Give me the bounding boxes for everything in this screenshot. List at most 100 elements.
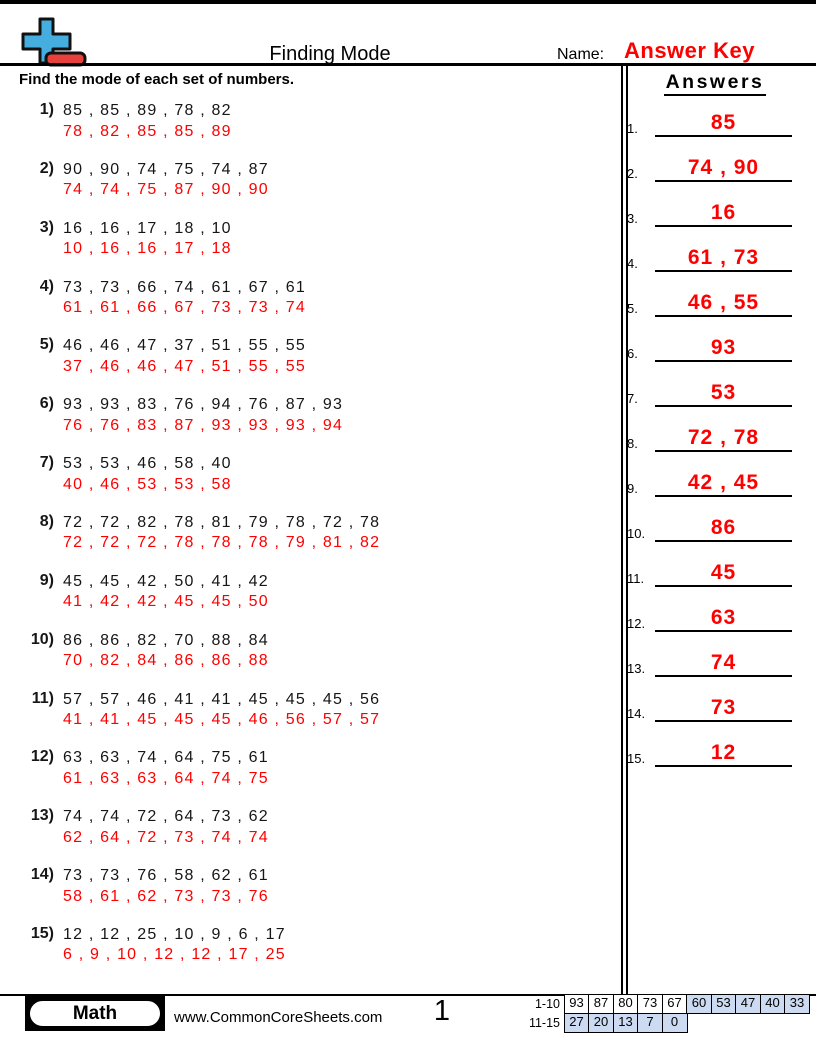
answer-number: 3. — [627, 211, 638, 226]
answer-row: 9. 42 , 45 — [627, 466, 792, 497]
problem-numbers: 12 , 12 , 25 , 10 , 9 , 6 , 17 — [63, 925, 286, 943]
score-cell: 33 — [784, 994, 810, 1014]
problem-lines: 57 , 57 , 46 , 41 , 41 , 45 , 45 , 45 , … — [63, 690, 380, 730]
answer-value: 86 — [655, 517, 792, 542]
score-row: 1-10 93 87 80 73 67 60 53 47 40 33 — [516, 994, 810, 1014]
score-cell: 93 — [563, 994, 590, 1014]
answer-value: 12 — [655, 742, 792, 767]
answer-row: 14. 73 — [627, 691, 792, 722]
problem-numbers-sorted: 41 , 41 , 45 , 45 , 45 , 46 , 56 , 57 , … — [63, 711, 381, 728]
score-cell: 53 — [710, 994, 737, 1014]
math-badge-label: Math — [28, 999, 162, 1028]
problem-numbers-sorted: 62 , 64 , 72 , 73 , 74 , 74 — [63, 828, 269, 846]
problem-numbers: 63 , 63 , 74 , 64 , 75 , 61 — [63, 749, 269, 767]
problem-numbers-sorted: 41 , 42 , 42 , 45 , 45 , 50 — [63, 593, 269, 611]
problem-row: 8) 72 , 72 , 82 , 78 , 81 , 79 , 78 , 72 … — [18, 513, 380, 553]
score-cell: 40 — [759, 994, 786, 1014]
answer-row: 10. 86 — [627, 511, 792, 542]
answer-row: 6. 93 — [627, 331, 792, 362]
problem-lines: 45 , 45 , 42 , 50 , 41 , 42 41 , 42 , 42 … — [63, 572, 269, 612]
problem-lines: 93 , 93 , 83 , 76 , 94 , 76 , 87 , 93 76 … — [63, 395, 343, 435]
problem-numbers-sorted: 74 , 74 , 75 , 87 , 90 , 90 — [63, 181, 269, 199]
problem-row: 10) 86 , 86 , 82 , 70 , 88 , 84 70 , 82 , … — [18, 631, 269, 671]
answer-number: 7. — [627, 391, 638, 406]
answer-value: 72 , 78 — [655, 427, 792, 452]
problem-numbers: 46 , 46 , 47 , 37 , 51 , 55 , 55 — [63, 337, 306, 355]
problem-number: 6) — [39, 395, 54, 413]
problem-number: 3) — [39, 218, 54, 236]
website-url: www.CommonCoreSheets.com — [174, 1009, 383, 1026]
problem-row: 5) 46 , 46 , 47 , 37 , 51 , 55 , 55 37 , 4… — [18, 336, 306, 376]
problem-numbers-sorted: 61 , 63 , 63 , 64 , 74 , 75 — [63, 769, 269, 787]
problem-row: 4) 73 , 73 , 66 , 74 , 61 , 67 , 61 61 , 6… — [18, 278, 306, 318]
score-row: 11-15 27 20 13 7 0 — [516, 1012, 810, 1033]
problem-numbers: 74 , 74 , 72 , 64 , 73 , 62 — [63, 808, 269, 826]
problem-lines: 74 , 74 , 72 , 64 , 73 , 62 62 , 64 , 72 … — [63, 807, 269, 847]
problem-lines: 16 , 16 , 17 , 18 , 10 10 , 16 , 16 , 17 … — [63, 219, 232, 259]
answer-key-text: Answer Key — [624, 38, 755, 63]
problem-row: 6) 93 , 93 , 83 , 76 , 94 , 76 , 87 , 93 7… — [18, 395, 343, 435]
problem-numbers: 90 , 90 , 74 , 75 , 74 , 87 — [63, 160, 269, 178]
problem-row: 9) 45 , 45 , 42 , 50 , 41 , 42 41 , 42 , 4… — [18, 572, 269, 612]
problem-numbers: 72 , 72 , 82 , 78 , 81 , 79 , 78 , 72 , … — [63, 513, 381, 531]
score-cell: 13 — [612, 1012, 639, 1033]
problem-lines: 86 , 86 , 82 , 70 , 88 , 84 70 , 82 , 84 … — [63, 631, 269, 671]
problem-numbers: 73 , 73 , 66 , 74 , 61 , 67 , 61 — [63, 278, 306, 296]
problem-row: 14) 73 , 73 , 76 , 58 , 62 , 61 58 , 61 , … — [18, 866, 269, 906]
answer-number: 10. — [627, 526, 646, 541]
problem-numbers-sorted: 6 , 9 , 10 , 12 , 12 , 17 , 25 — [63, 946, 286, 964]
answers-heading-text: Answers — [663, 71, 767, 96]
answer-value: 85 — [655, 112, 792, 137]
name-label: Name: — [557, 46, 605, 63]
answer-row: 13. 74 — [627, 646, 792, 677]
problem-number: 10) — [30, 630, 54, 648]
problem-numbers: 85 , 85 , 89 , 78 , 82 — [63, 102, 232, 119]
answer-row: 1. 85 — [627, 106, 792, 137]
score-range-label: 11-15 — [528, 1015, 560, 1030]
answer-number: 15. — [627, 751, 646, 766]
problem-numbers: 73 , 73 , 76 , 58 , 62 , 61 — [63, 867, 269, 885]
problem-numbers-sorted: 40 , 46 , 53 , 53 , 58 — [63, 475, 232, 493]
answer-value: 53 — [655, 382, 792, 407]
problem-numbers-sorted: 61 , 61 , 66 , 67 , 73 , 73 , 74 — [63, 299, 306, 317]
answers-heading: Answers — [640, 71, 790, 96]
score-cell: 80 — [612, 994, 639, 1014]
problem-number: 1) — [39, 101, 54, 118]
problem-row: 13) 74 , 74 , 72 , 64 , 73 , 62 62 , 64 , … — [18, 807, 269, 847]
answer-number: 2. — [627, 166, 638, 181]
answer-value: 73 — [655, 697, 792, 722]
answer-row: 3. 16 — [627, 196, 792, 227]
problem-numbers: 53 , 53 , 46 , 58 , 40 — [63, 455, 232, 473]
column-divider — [621, 66, 628, 994]
answer-row: 2. 74 , 90 — [627, 151, 792, 182]
problem-lines: 46 , 46 , 47 , 37 , 51 , 55 , 55 37 , 46 … — [63, 336, 306, 376]
problem-numbers: 16 , 16 , 17 , 18 , 10 — [63, 219, 232, 237]
problem-lines: 85 , 85 , 89 , 78 , 82 78 , 82 , 85 , 85 … — [63, 101, 232, 141]
problem-lines: 72 , 72 , 82 , 78 , 81 , 79 , 78 , 72 , … — [63, 513, 380, 553]
problem-numbers: 86 , 86 , 82 , 70 , 88 , 84 — [63, 631, 269, 649]
score-cell: 87 — [588, 994, 614, 1014]
answer-row: 7. 53 — [627, 376, 792, 407]
problem-lines: 73 , 73 , 76 , 58 , 62 , 61 58 , 61 , 62 … — [63, 866, 269, 906]
problem-number: 9) — [39, 571, 54, 589]
score-table: 1-10 93 87 80 73 67 60 53 47 40 33 11-15 27 20 13 7 0 — [516, 994, 810, 1033]
problem-row: 12) 63 , 63 , 74 , 64 , 75 , 61 61 , 63 , … — [18, 748, 269, 788]
problem-numbers-sorted: 58 , 61 , 62 , 73 , 73 , 76 — [63, 887, 269, 905]
answer-number: 13. — [627, 661, 646, 676]
problem-row: 15) 12 , 12 , 25 , 10 , 9 , 6 , 17 6 , 9 ,… — [18, 925, 286, 965]
answer-number: 8. — [627, 436, 638, 451]
problem-lines: 53 , 53 , 46 , 58 , 40 40 , 46 , 53 , 53 … — [63, 454, 232, 494]
problem-row: 1) 85 , 85 , 89 , 78 , 82 78 , 82 , 85 , 8… — [18, 101, 232, 141]
problem-row: 3) 16 , 16 , 17 , 18 , 10 10 , 16 , 16 , 1… — [18, 219, 232, 259]
problem-numbers-sorted: 10 , 16 , 16 , 17 , 18 — [63, 240, 232, 258]
page-number: 1 — [433, 995, 451, 1027]
problem-numbers: 93 , 93 , 83 , 76 , 94 , 76 , 87 , 93 — [63, 396, 344, 414]
answer-number: 1. — [627, 121, 638, 136]
problem-row: 2) 90 , 90 , 74 , 75 , 74 , 87 74 , 74 , 7… — [18, 160, 269, 200]
answer-value: 46 , 55 — [655, 292, 792, 317]
score-cell: 27 — [563, 1012, 590, 1033]
problem-numbers: 57 , 57 , 46 , 41 , 41 , 45 , 45 , 45 , … — [63, 690, 381, 708]
plus-minus-icon — [21, 17, 87, 67]
problem-number: 4) — [39, 277, 54, 295]
